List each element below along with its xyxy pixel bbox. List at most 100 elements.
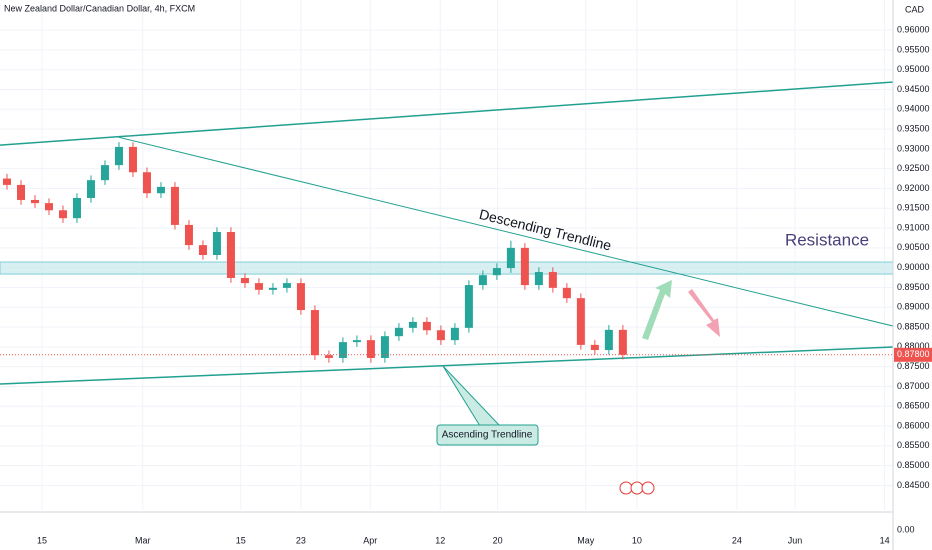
candle-body (324, 355, 333, 358)
candle-body (310, 310, 319, 356)
candle-body (268, 287, 277, 290)
y-tick-label: 0.90000 (897, 262, 930, 272)
candle-body (212, 232, 221, 255)
candle-body (16, 184, 25, 200)
x-tick-label: 20 (493, 535, 503, 545)
x-tick-label: May (577, 535, 595, 545)
candle-body (44, 203, 53, 211)
candle-body (184, 224, 193, 246)
y-tick-label: 0.84500 (897, 480, 930, 490)
candle-body (548, 272, 557, 288)
candle-body (352, 340, 361, 343)
event-icons (619, 481, 655, 495)
x-tick-label: Mar (135, 535, 151, 545)
y-tick-label: 0.94500 (897, 84, 930, 94)
y-tick-label: 0.90500 (897, 242, 930, 252)
lower-pane-label: 0.00 (897, 524, 915, 534)
candle-body (604, 329, 613, 351)
callout-box (436, 424, 539, 446)
x-tick-label: 15 (236, 535, 246, 545)
annotation: Resistance (785, 230, 869, 249)
candle-body (422, 321, 431, 331)
last-price-box (894, 347, 932, 362)
y-tick-label: 0.92000 (897, 183, 930, 193)
candle-body (100, 165, 109, 181)
candle-body (562, 287, 571, 299)
y-tick-label: 0.96000 (897, 24, 930, 34)
y-tick-label: 0.88500 (897, 321, 930, 331)
y-tick-label: 0.85000 (897, 460, 930, 470)
candle-body (58, 210, 67, 219)
x-tick-label: Jun (788, 535, 803, 545)
candle-body (296, 283, 305, 311)
x-tick-label: 23 (296, 535, 306, 545)
candle-body (520, 247, 529, 286)
candle-body (366, 340, 375, 358)
y-tick-label: 0.87000 (897, 381, 930, 391)
candle-body (380, 336, 389, 358)
annotation: Ascending Trendline (442, 430, 533, 441)
candle-body (478, 275, 487, 286)
candle-body (338, 342, 347, 358)
y-tick-label: 0.87500 (897, 361, 930, 371)
candle-body (618, 329, 627, 355)
y-tick-label: 0.93500 (897, 123, 930, 133)
candle-body (2, 178, 11, 185)
candle-body (254, 283, 263, 290)
x-tick-label: Apr (363, 535, 377, 545)
y-tick-label: 0.95500 (897, 44, 930, 54)
up-arrow (642, 280, 672, 340)
candle-body (114, 146, 123, 166)
candle-body (534, 272, 543, 286)
x-tick-label: 14 (880, 535, 890, 545)
candle-body (506, 247, 515, 269)
chart-title: New Zealand Dollar/Canadian Dollar, 4h, … (4, 3, 195, 13)
y-tick-label: 0.94000 (897, 104, 930, 114)
candle-body (226, 232, 235, 278)
candle-body (128, 146, 137, 173)
candle-body (282, 283, 291, 288)
y-tick-label: 0.85500 (897, 440, 930, 450)
trendline (0, 81, 894, 146)
x-tick-label: 12 (435, 535, 445, 545)
candle-body (436, 330, 445, 341)
plot (0, 81, 894, 385)
y-tick-label: 0.91500 (897, 203, 930, 213)
candle-body (198, 245, 207, 255)
down-arrow (688, 289, 720, 337)
candle-body (30, 199, 39, 204)
candle-body (86, 180, 95, 198)
trendline (0, 346, 894, 385)
x-tick-label: 15 (37, 535, 47, 545)
last-price-label: 0.87800 (897, 349, 930, 359)
candle-body (590, 344, 599, 351)
y-tick-label: 0.86000 (897, 420, 930, 430)
candle-body (72, 197, 81, 219)
y-tick-label: 0.89500 (897, 282, 930, 292)
candle-body (408, 321, 417, 328)
candle-body (142, 172, 151, 194)
candle-body (156, 186, 165, 194)
y-tick-label: 0.89000 (897, 302, 930, 312)
candle-body (450, 327, 459, 341)
candle-body (464, 285, 473, 328)
candle-body (240, 277, 249, 284)
trendline (118, 136, 894, 327)
candle-body (170, 186, 179, 225)
y-tick-label: 0.86500 (897, 401, 930, 411)
x-tick-label: 10 (632, 535, 642, 545)
y-tick-label: 0.88000 (897, 341, 930, 351)
y-tick-label: 0.95000 (897, 64, 930, 74)
resistance-zone (0, 261, 894, 275)
x-tick-label: 24 (732, 535, 742, 545)
candle-body (492, 268, 501, 276)
candle-body (394, 327, 403, 337)
y-tick-label: 0.92500 (897, 163, 930, 173)
candle-body (576, 298, 585, 345)
y-tick-label: 0.91000 (897, 222, 930, 232)
currency-label: CAD (905, 4, 925, 14)
y-tick-label: 0.93000 (897, 143, 930, 153)
